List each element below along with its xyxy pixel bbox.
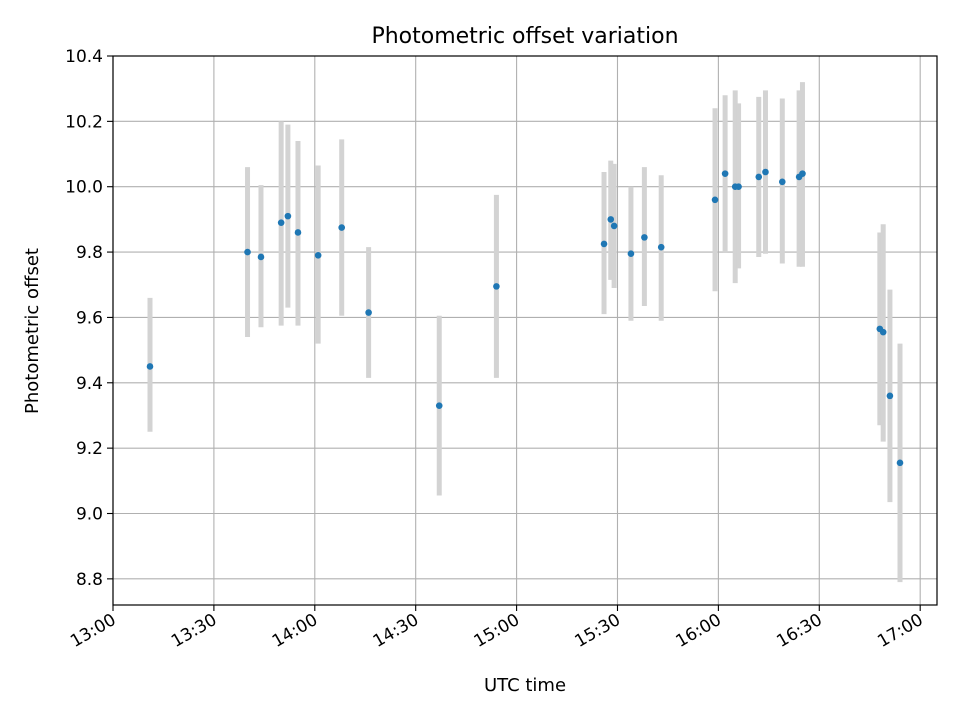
data-point <box>711 196 719 204</box>
data-point <box>610 222 618 230</box>
data-point <box>607 216 615 223</box>
y-tick-label: 9.2 <box>76 439 103 459</box>
data-point <box>721 170 729 177</box>
data-point <box>755 173 763 181</box>
data-point <box>365 309 372 316</box>
y-tick-label: 8.8 <box>76 570 103 590</box>
data-point <box>627 250 635 258</box>
data-points <box>146 168 904 467</box>
data-point <box>762 168 769 176</box>
chart-title: Photometric offset variation <box>371 24 678 49</box>
y-tick-label: 9.6 <box>76 308 103 328</box>
data-point <box>314 252 322 259</box>
data-point <box>244 248 251 256</box>
y-axis-label: Photometric offset <box>22 248 43 414</box>
data-point <box>657 243 665 251</box>
data-point <box>493 283 500 290</box>
data-point <box>338 224 346 231</box>
y-tick-label: 10.4 <box>65 47 103 67</box>
data-point <box>641 234 648 241</box>
y-axis-ticks: 8.8 9.0 9.2 9.4 9.6 9.8 10.0 10.2 10.4 <box>65 47 113 590</box>
y-tick-label: 9.0 <box>76 505 103 525</box>
data-point <box>735 183 742 191</box>
data-point <box>886 392 894 400</box>
x-axis-label: UTC time <box>484 675 566 696</box>
data-point <box>277 219 285 226</box>
plot-frame <box>112 55 938 606</box>
data-point <box>284 212 292 220</box>
data-point <box>879 328 887 336</box>
data-point <box>896 459 904 467</box>
y-tick-label: 10.2 <box>65 112 103 132</box>
data-point <box>146 363 154 370</box>
y-tick-label: 9.4 <box>76 374 103 394</box>
data-point <box>257 253 265 261</box>
data-point <box>600 240 608 248</box>
data-point <box>435 402 443 409</box>
y-tick-label: 9.8 <box>76 243 103 263</box>
data-point <box>778 178 786 186</box>
data-point <box>294 229 302 236</box>
data-point <box>799 170 806 177</box>
y-tick-label: 10.0 <box>65 178 103 198</box>
grid <box>112 55 937 605</box>
